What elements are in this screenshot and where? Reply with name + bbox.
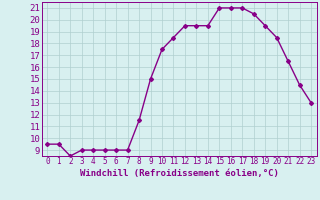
X-axis label: Windchill (Refroidissement éolien,°C): Windchill (Refroidissement éolien,°C) (80, 169, 279, 178)
